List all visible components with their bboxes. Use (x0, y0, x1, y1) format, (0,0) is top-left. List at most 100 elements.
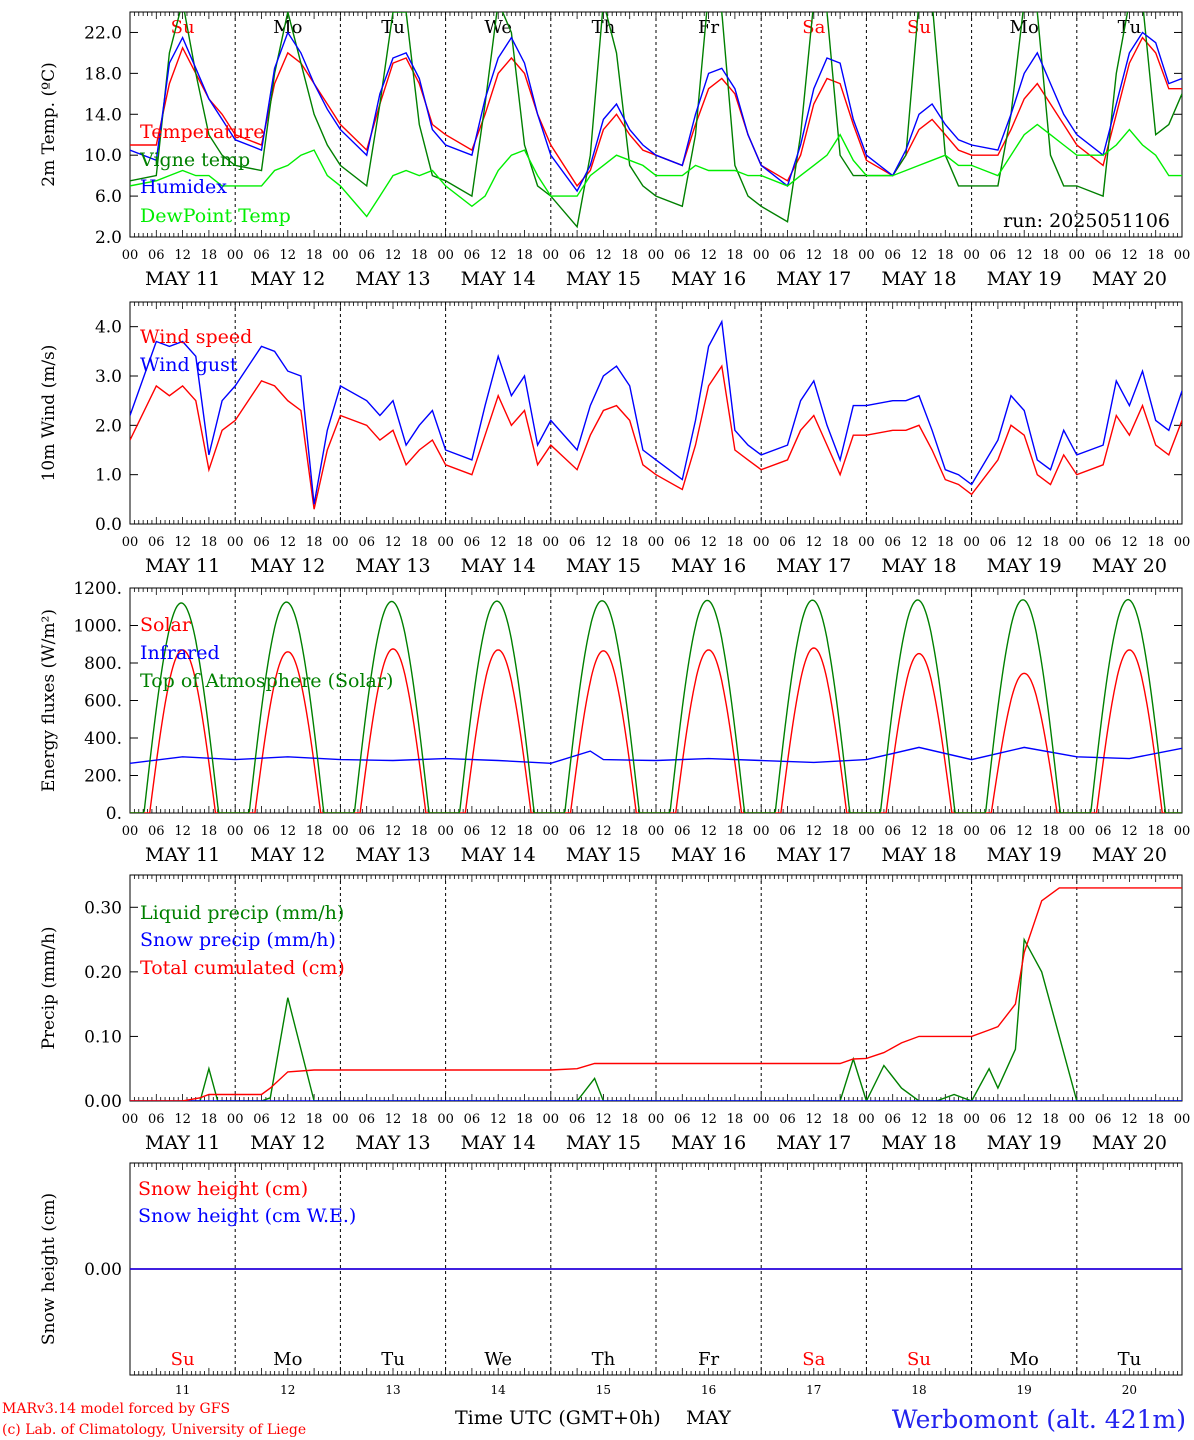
x-tick-label: 00 (1069, 248, 1086, 263)
x-tick-label: 00 (1174, 248, 1191, 263)
x-tick-label: 12 (911, 1112, 928, 1127)
x-tick-label: 06 (1095, 824, 1112, 839)
x-tick-label: 00 (227, 1112, 244, 1127)
date-label: MAY 11 (145, 555, 220, 577)
y-tick-label: 0. (106, 804, 122, 824)
date-label: MAY 13 (355, 1132, 430, 1154)
series-lines (130, 598, 1182, 813)
date-label: MAY 11 (145, 268, 220, 290)
x-tick-label: 00 (1069, 824, 1086, 839)
x-tick-label: 18 (201, 535, 218, 550)
series-line-total-cumulated-cm- (130, 887, 1182, 1101)
x-tick-label: 00 (648, 248, 665, 263)
x-tick-label: 12 (174, 248, 191, 263)
x-tick-label: 06 (358, 824, 375, 839)
x-tick-label: 12 (806, 824, 823, 839)
x-tick-label: 18 (832, 824, 849, 839)
day-letter-bottom: Mo (1010, 1349, 1039, 1370)
series-line-top-of-atmosphere-solar- (130, 598, 1182, 813)
x-tick-label: 00 (122, 824, 139, 839)
date-label: MAY 15 (566, 268, 641, 290)
x-tick-label: 12 (490, 248, 507, 263)
day-letter-bottom: Th (592, 1349, 616, 1370)
y-tick-label: 0.30 (84, 898, 122, 918)
x-tick-label: 00 (122, 535, 139, 550)
x-tick-label: 18 (727, 1112, 744, 1127)
x-tick-label: 12 (174, 535, 191, 550)
x-tick-label: 00 (858, 535, 875, 550)
x-tick-label: 06 (674, 248, 691, 263)
x-tick-label: 00 (648, 824, 665, 839)
x-tick-label: 12 (911, 248, 928, 263)
y-tick-label: 1000. (73, 617, 122, 637)
x-tick-label: 18 (832, 535, 849, 550)
x-tick-label: 00 (332, 1112, 349, 1127)
y-tick-label: 14.0 (84, 105, 122, 125)
date-label: MAY 20 (1092, 555, 1167, 577)
y-tick-label: 0.20 (84, 963, 122, 983)
x-tick-label: 06 (779, 1112, 796, 1127)
x-tick-label: 06 (884, 535, 901, 550)
legend-entry: Wind gust (140, 354, 238, 376)
y-tick-label: 0.00 (84, 1260, 122, 1280)
date-label: MAY 18 (881, 555, 956, 577)
x-tick-label: 00 (227, 535, 244, 550)
date-label: MAY 15 (566, 555, 641, 577)
x-tick-label: 12 (595, 248, 612, 263)
series-lines (130, 319, 1182, 510)
x-tick-label: 18 (621, 248, 638, 263)
date-label: MAY 11 (145, 1132, 220, 1154)
legend-entry: DewPoint Temp (140, 205, 291, 227)
panel-5: 0.00 Snow height (cm) Su 11 Mo 12 Tu 13 We 14 Th 15… (39, 1162, 1183, 1397)
day-letter-bottom: Tu (1118, 1349, 1142, 1370)
x-tick-label: 00 (437, 248, 454, 263)
credit-lab: (c) Lab. of Climatology, University of L… (2, 1422, 306, 1438)
x-tick-label: 12 (490, 535, 507, 550)
date-label: MAY 17 (776, 844, 851, 866)
y-tick-label: 18.0 (84, 64, 122, 84)
x-tick-label: 12 (595, 824, 612, 839)
x-tick-label: 06 (1095, 1112, 1112, 1127)
x-tick-label: 18 (516, 1112, 533, 1127)
x-tick-label: 00 (858, 1112, 875, 1127)
x-tick-label: 00 (437, 535, 454, 550)
day-number: 19 (1017, 1383, 1032, 1397)
x-tick-label: 18 (201, 824, 218, 839)
x-tick-label: 12 (1121, 248, 1138, 263)
x-tick-label: 12 (806, 1112, 823, 1127)
date-label: MAY 13 (355, 844, 430, 866)
x-tick-label: 12 (280, 1112, 297, 1127)
x-tick-label: 06 (358, 535, 375, 550)
x-tick-label: 12 (700, 248, 717, 263)
date-label: MAY 19 (987, 1132, 1062, 1154)
x-tick-label: 12 (174, 824, 191, 839)
plot-frame (129, 11, 1183, 238)
x-tick-label: 18 (516, 535, 533, 550)
x-tick-label: 18 (1147, 824, 1164, 839)
day-number: 13 (385, 1383, 400, 1397)
x-tick-label: 06 (674, 535, 691, 550)
day-number: 16 (701, 1383, 716, 1397)
day-letter-bottom: Sa (802, 1349, 825, 1370)
date-label: MAY 20 (1092, 1132, 1167, 1154)
legend-entry: Top of Atmosphere (Solar) (140, 670, 393, 692)
y-tick-label: 3.0 (95, 367, 122, 387)
date-label: MAY 19 (987, 555, 1062, 577)
x-tick-label: 06 (674, 1112, 691, 1127)
day-number: 20 (1122, 1383, 1137, 1397)
x-tick-label: 06 (990, 1112, 1007, 1127)
day-letter-bottom: We (484, 1349, 512, 1370)
x-tick-label: 06 (464, 1112, 481, 1127)
y-tick-label: 0.00 (84, 1092, 122, 1112)
x-tick-label: 18 (411, 824, 428, 839)
month-label: MAY (686, 1407, 731, 1429)
x-tick-label: 18 (1042, 535, 1059, 550)
x-tick-label: 12 (385, 1112, 402, 1127)
date-label: MAY 18 (881, 268, 956, 290)
x-tick-label: 00 (648, 535, 665, 550)
x-tick-label: 12 (911, 824, 928, 839)
date-label: MAY 16 (671, 844, 746, 866)
x-tick-label: 12 (700, 535, 717, 550)
date-label: MAY 12 (250, 1132, 325, 1154)
x-tick-label: 06 (569, 248, 586, 263)
